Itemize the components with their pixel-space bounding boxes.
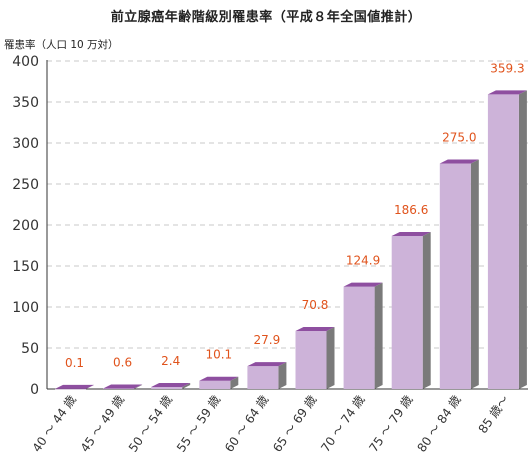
data-label: 275.0 [442,131,476,145]
bar-side [374,282,383,389]
bar-top [151,383,191,388]
y-tick-label: 100 [12,300,39,316]
y-tick-label: 400 [12,54,39,70]
bar-top [199,376,239,381]
chart-title: 前立腺癌年齢階級別罹患率（平成８年全国値推計） [110,10,422,25]
bar-top [391,231,431,236]
y-tick-label: 250 [12,177,39,193]
x-tick-label: 70 ～ 74 歳 [318,393,367,455]
bar [343,286,375,389]
bar-top [247,362,287,367]
data-label: 2.4 [161,354,180,368]
x-tick-label: 60 ～ 64 歳 [222,393,271,455]
bar-side [326,326,335,389]
x-tick-label: 50 ～ 54 歳 [126,393,175,455]
y-tick-label: 50 [21,341,39,357]
bar-top [343,282,383,287]
bar-top [439,159,479,164]
y-tick-label: 0 [30,382,39,398]
bar-top [295,326,335,331]
bar [487,94,519,390]
x-tick-label: 65 ～ 69 歳 [270,393,319,455]
bar [247,366,279,389]
bar-side [518,90,527,390]
x-tick-label: 55 ～ 59 歳 [174,393,223,455]
y-tick-label: 200 [12,218,39,234]
bar [295,330,327,389]
x-tick-label: 75 ～ 79 歳 [366,393,415,455]
bar-side [470,159,479,389]
bar [199,380,231,389]
bar-top [487,90,527,95]
bar [55,388,86,390]
data-label: 70.8 [302,298,329,312]
bar [151,387,183,389]
data-label: 0.1 [65,356,84,370]
y-tick-label: 300 [12,136,39,152]
x-tick-label: 45 ～ 49 歳 [78,393,127,455]
bar [103,388,135,390]
bar-side [422,231,431,389]
x-tick-label: 80 ～ 84 歳 [414,393,463,455]
bar-side [278,362,287,389]
bar-side [134,384,143,389]
bar-side [230,376,239,389]
bar-side [86,384,94,389]
bar [391,235,423,389]
data-label: 0.6 [113,356,132,370]
bar-top [55,384,94,389]
data-label: 359.3 [490,61,524,75]
data-label: 186.6 [394,203,428,217]
y-tick-label: 350 [12,95,39,111]
y-axis-label: 罹患率（人口 10 万対） [4,39,119,51]
x-tick-label: 40 ～ 44 歳 [30,393,79,455]
data-label: 124.9 [346,254,380,268]
data-label: 10.1 [205,348,232,362]
bar-top [103,384,143,389]
y-tick-label: 150 [12,259,39,275]
bar [439,163,471,389]
x-tick-label: 85 歳～ [476,393,512,436]
data-label: 27.9 [254,333,281,347]
bar-side [182,383,191,389]
